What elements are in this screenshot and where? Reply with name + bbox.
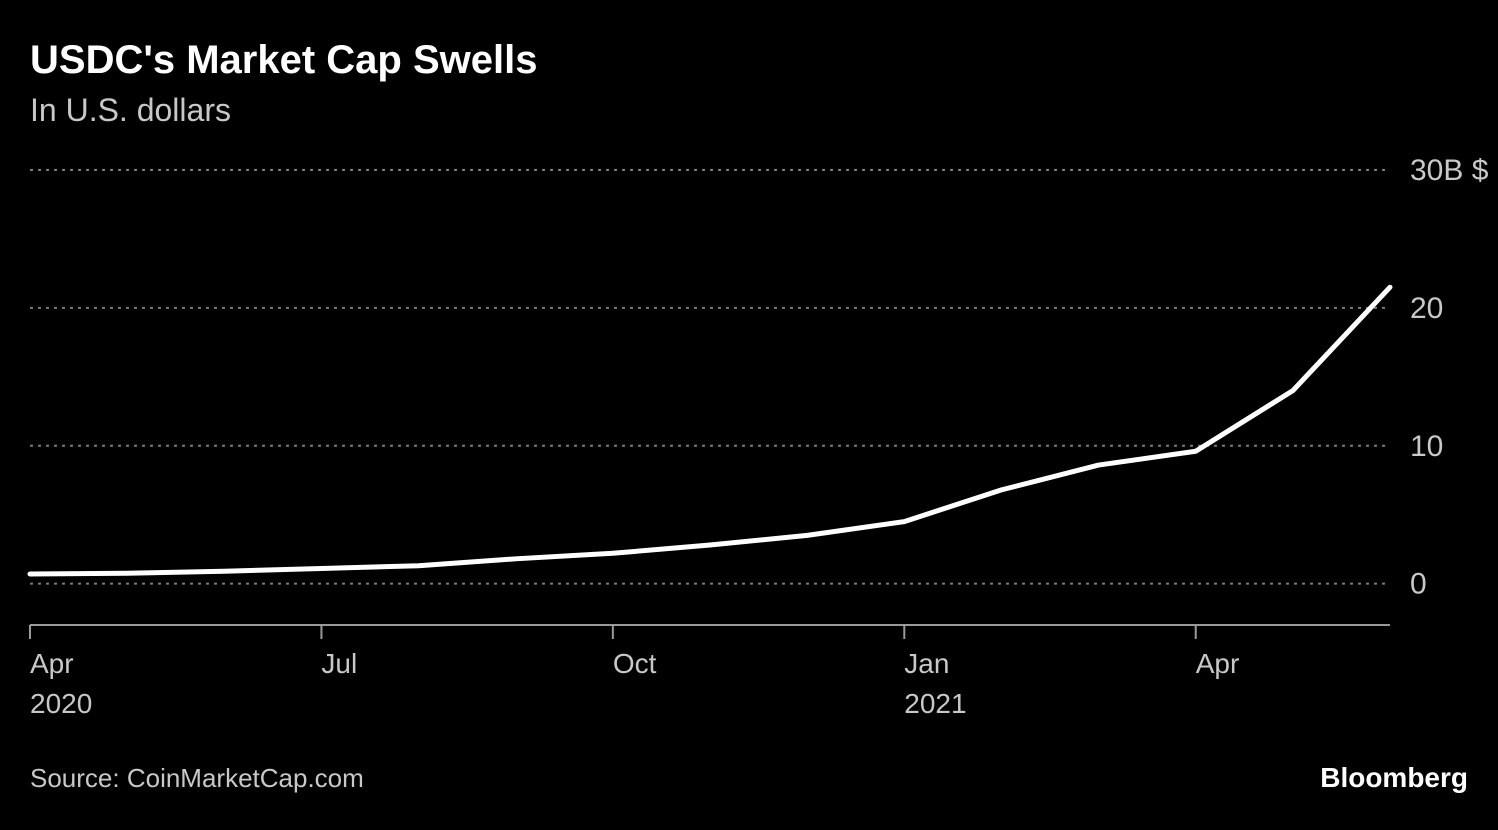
- chart-svg: 0 10 20 30B $ Apr 2020 Jul Oct Jan 2021 Apr: [0, 0, 1498, 830]
- y-tick-label: 30B $: [1410, 154, 1489, 187]
- x-tick-label: Jan: [904, 648, 949, 679]
- x-tick-label: Jul: [321, 648, 357, 679]
- x-tick-year: 2020: [30, 688, 92, 719]
- x-tick-label: Apr: [1196, 648, 1240, 679]
- x-tick-label: Apr: [30, 648, 74, 679]
- x-tick-year: 2021: [904, 688, 966, 719]
- y-tick-label: 20: [1410, 292, 1443, 325]
- x-tick-label: Oct: [613, 648, 657, 679]
- chart-source: Source: CoinMarketCap.com: [30, 763, 364, 794]
- y-tick-label: 0: [1410, 568, 1427, 601]
- y-tick-label: 10: [1410, 430, 1443, 463]
- data-line: [30, 287, 1390, 574]
- chart-container: USDC's Market Cap Swells In U.S. dollars…: [0, 0, 1498, 830]
- chart-brand: Bloomberg: [1320, 762, 1468, 794]
